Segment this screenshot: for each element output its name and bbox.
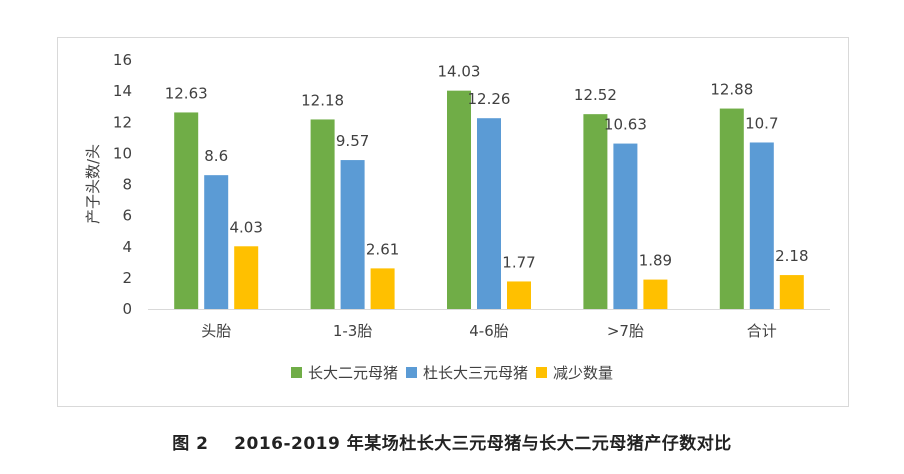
- legend: 长大二元母猪 杜长大三元母猪 减少数量: [0, 362, 904, 383]
- bar: [507, 281, 531, 309]
- legend-swatch: [290, 367, 302, 378]
- legend-swatch: [536, 367, 547, 378]
- data-label: 9.57: [336, 132, 369, 150]
- y-tick-label: 0: [122, 300, 132, 318]
- legend-swatch: [405, 367, 417, 378]
- bar: [643, 279, 668, 309]
- x-axis: 头胎 1-3胎 4-6胎 >7胎 合计: [148, 309, 830, 340]
- x-tick-label: 合计: [747, 322, 777, 340]
- legend-item: 长大二元母猪: [290, 362, 398, 383]
- data-label: 12.18: [301, 91, 344, 109]
- bar: [583, 114, 608, 309]
- data-label: 12.52: [574, 86, 617, 104]
- data-label: 4.03: [229, 218, 262, 236]
- legend-label: 长大二元母猪: [307, 364, 398, 382]
- bar: [719, 108, 744, 310]
- data-label: 8.6: [204, 147, 228, 165]
- bar: [779, 275, 804, 309]
- figure-caption: 图 2 2016-2019 年某场杜长大三元母猪与长大二元母猪产仔数对比: [0, 429, 904, 454]
- data-label: 12.26: [468, 90, 511, 108]
- y-axis-label: 产子头数/头: [84, 144, 102, 224]
- data-label: 2.61: [366, 240, 399, 258]
- bar: [340, 160, 365, 309]
- data-labels: 12.63 8.6 4.03 12.18 9.57 2.61 14.03 12.26 1.77 1…: [165, 63, 809, 272]
- bars: [174, 90, 804, 310]
- x-tick-label: >7胎: [607, 322, 644, 340]
- bar: [477, 118, 501, 309]
- caption-number: 图 2: [172, 434, 209, 454]
- legend-label: 减少数量: [553, 364, 614, 382]
- bar: [749, 142, 774, 309]
- y-tick-label: 4: [122, 238, 132, 256]
- y-tick-label: 10: [113, 144, 132, 162]
- data-label: 10.63: [604, 116, 647, 134]
- y-tick-label: 14: [113, 82, 132, 100]
- bar: [370, 268, 395, 309]
- y-tick-label: 6: [122, 207, 132, 225]
- data-label: 14.03: [438, 63, 481, 81]
- y-axis: 0 2 4 6 8 10 12 14 16: [113, 51, 132, 318]
- legend-item: 杜长大三元母猪: [405, 362, 528, 383]
- x-tick-label: 4-6胎: [469, 322, 509, 340]
- data-label: 1.89: [639, 252, 672, 270]
- data-label: 12.88: [710, 81, 753, 99]
- y-tick-label: 8: [122, 176, 132, 194]
- bar: [174, 112, 199, 310]
- chart-frame: [57, 37, 849, 407]
- data-label: 12.63: [165, 84, 208, 102]
- caption-text: 2016-2019 年某场杜长大三元母猪与长大二元母猪产仔数对比: [234, 434, 732, 454]
- bar: [234, 246, 259, 309]
- y-tick-label: 16: [113, 51, 132, 69]
- y-tick-label: 2: [122, 269, 132, 287]
- x-tick-label: 1-3胎: [333, 322, 373, 340]
- data-label: 2.18: [775, 247, 808, 265]
- bar: [447, 90, 471, 309]
- data-label: 1.77: [502, 253, 535, 271]
- bar: [204, 175, 229, 309]
- legend-item: 减少数量: [536, 362, 613, 383]
- bar: [310, 119, 335, 309]
- bar: [613, 143, 638, 309]
- y-tick-label: 12: [113, 113, 132, 131]
- x-tick-label: 头胎: [201, 322, 231, 340]
- legend-label: 杜长大三元母猪: [422, 364, 528, 382]
- data-label: 10.7: [745, 114, 778, 132]
